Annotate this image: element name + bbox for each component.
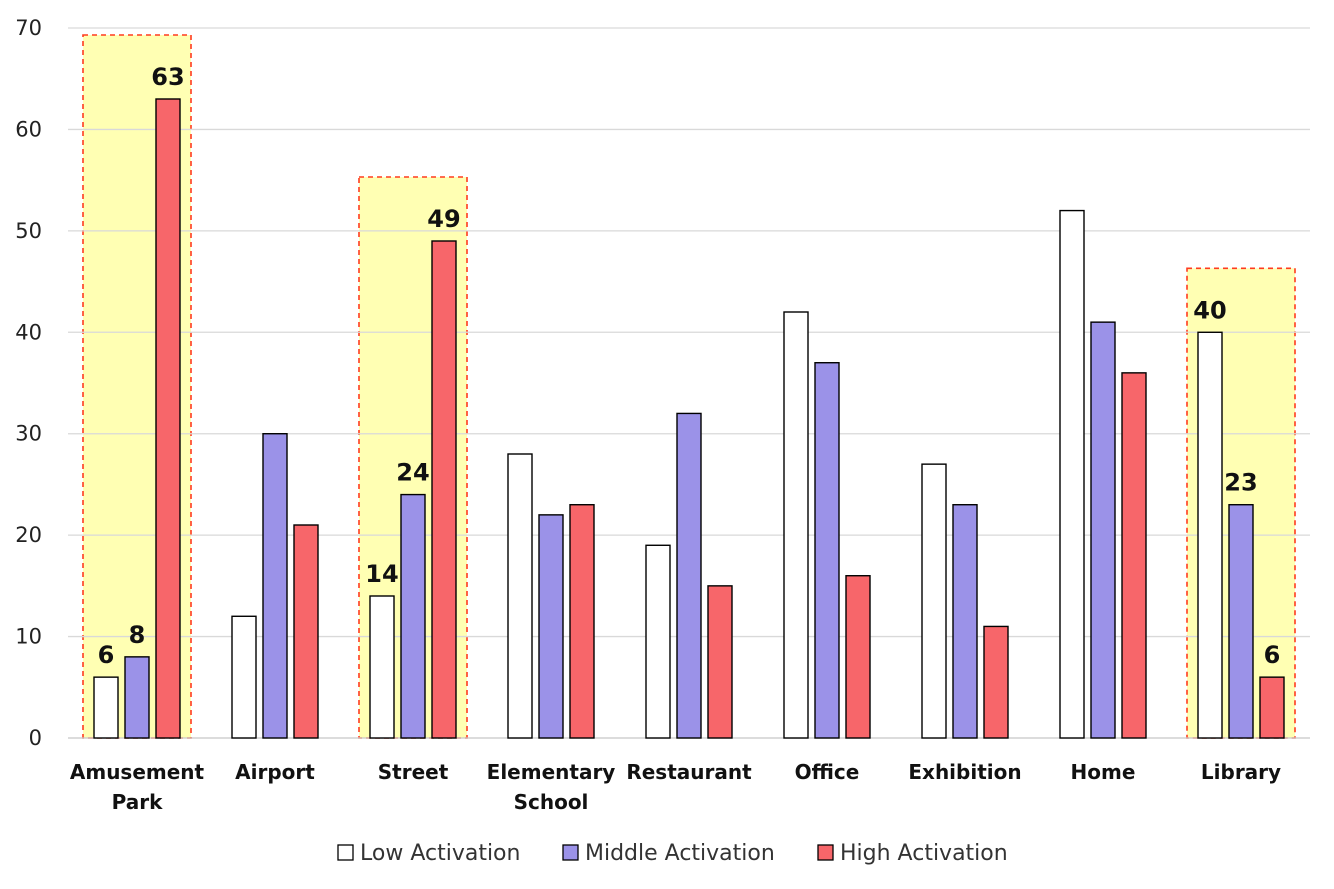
x-category-label: Elementary xyxy=(487,760,616,784)
x-category-label: Restaurant xyxy=(626,760,752,784)
bar-high-activation xyxy=(983,625,1009,739)
data-label: 40 xyxy=(1193,296,1226,324)
data-label: 63 xyxy=(151,63,184,91)
x-category-label: Library xyxy=(1201,760,1281,784)
x-category-label: Airport xyxy=(235,760,315,784)
x-category-label: Street xyxy=(378,760,449,784)
legend-swatch xyxy=(817,844,834,861)
bar-high-activation xyxy=(845,575,871,739)
bar-middle-activation xyxy=(538,514,564,739)
y-tick-label: 10 xyxy=(15,625,42,649)
bar-low-activation xyxy=(1197,331,1223,739)
legend-swatch xyxy=(562,844,579,861)
bar-high-activation xyxy=(155,98,181,739)
legend-label: High Activation xyxy=(840,841,1008,866)
bar-low-activation xyxy=(231,615,257,739)
bars xyxy=(93,98,1285,739)
bar-high-activation xyxy=(569,504,595,739)
x-category-label: Office xyxy=(795,760,860,784)
bar-low-activation xyxy=(369,595,395,739)
bar-middle-activation xyxy=(400,493,426,739)
bar-middle-activation xyxy=(262,433,288,739)
y-tick-label: 40 xyxy=(15,320,42,344)
y-tick-label: 0 xyxy=(29,726,42,750)
bar-middle-activation xyxy=(124,656,150,739)
data-label: 6 xyxy=(1264,641,1281,669)
data-label: 14 xyxy=(365,560,398,588)
bar-high-activation xyxy=(431,240,457,739)
data-label: 23 xyxy=(1224,469,1257,497)
y-tick-label: 60 xyxy=(15,117,42,141)
bar-high-activation xyxy=(707,585,733,739)
bar-middle-activation xyxy=(676,412,702,739)
legend-label: Low Activation xyxy=(360,841,520,866)
legend-swatch xyxy=(337,844,354,861)
x-category-label: Park xyxy=(112,790,163,814)
bar-high-activation xyxy=(293,524,319,739)
bar-middle-activation xyxy=(1090,321,1116,739)
bar-high-activation xyxy=(1259,676,1285,739)
bar-middle-activation xyxy=(814,362,840,739)
data-label: 8 xyxy=(129,621,146,649)
x-category-label: Amusement xyxy=(70,760,205,784)
y-tick-label: 70 xyxy=(15,16,42,40)
bar-middle-activation xyxy=(1228,504,1254,739)
data-label: 49 xyxy=(427,205,460,233)
bar-low-activation xyxy=(1059,209,1085,739)
legend-label: Middle Activation xyxy=(585,841,775,866)
x-axis-labels: Amusement Park Airport Street Elementary Scho… xyxy=(70,760,1281,814)
bar-low-activation xyxy=(921,463,947,739)
x-category-label: Home xyxy=(1071,760,1136,784)
bar-middle-activation xyxy=(952,504,978,739)
y-tick-label: 30 xyxy=(15,422,42,446)
data-label: 24 xyxy=(396,459,429,487)
y-tick-label: 50 xyxy=(15,219,42,243)
y-axis-ticks: 0 10 20 30 40 50 60 70 xyxy=(15,16,42,750)
bar-low-activation xyxy=(507,453,533,739)
bar-high-activation xyxy=(1121,372,1147,739)
x-category-label: School xyxy=(514,790,589,814)
bar-low-activation xyxy=(93,676,119,739)
y-tick-label: 20 xyxy=(15,523,42,547)
bar-low-activation xyxy=(783,311,809,739)
x-category-label: Exhibition xyxy=(908,760,1021,784)
data-label: 6 xyxy=(98,641,115,669)
bar-low-activation xyxy=(645,544,671,739)
legend: Low Activation Middle Activation High Acti… xyxy=(337,841,1008,866)
